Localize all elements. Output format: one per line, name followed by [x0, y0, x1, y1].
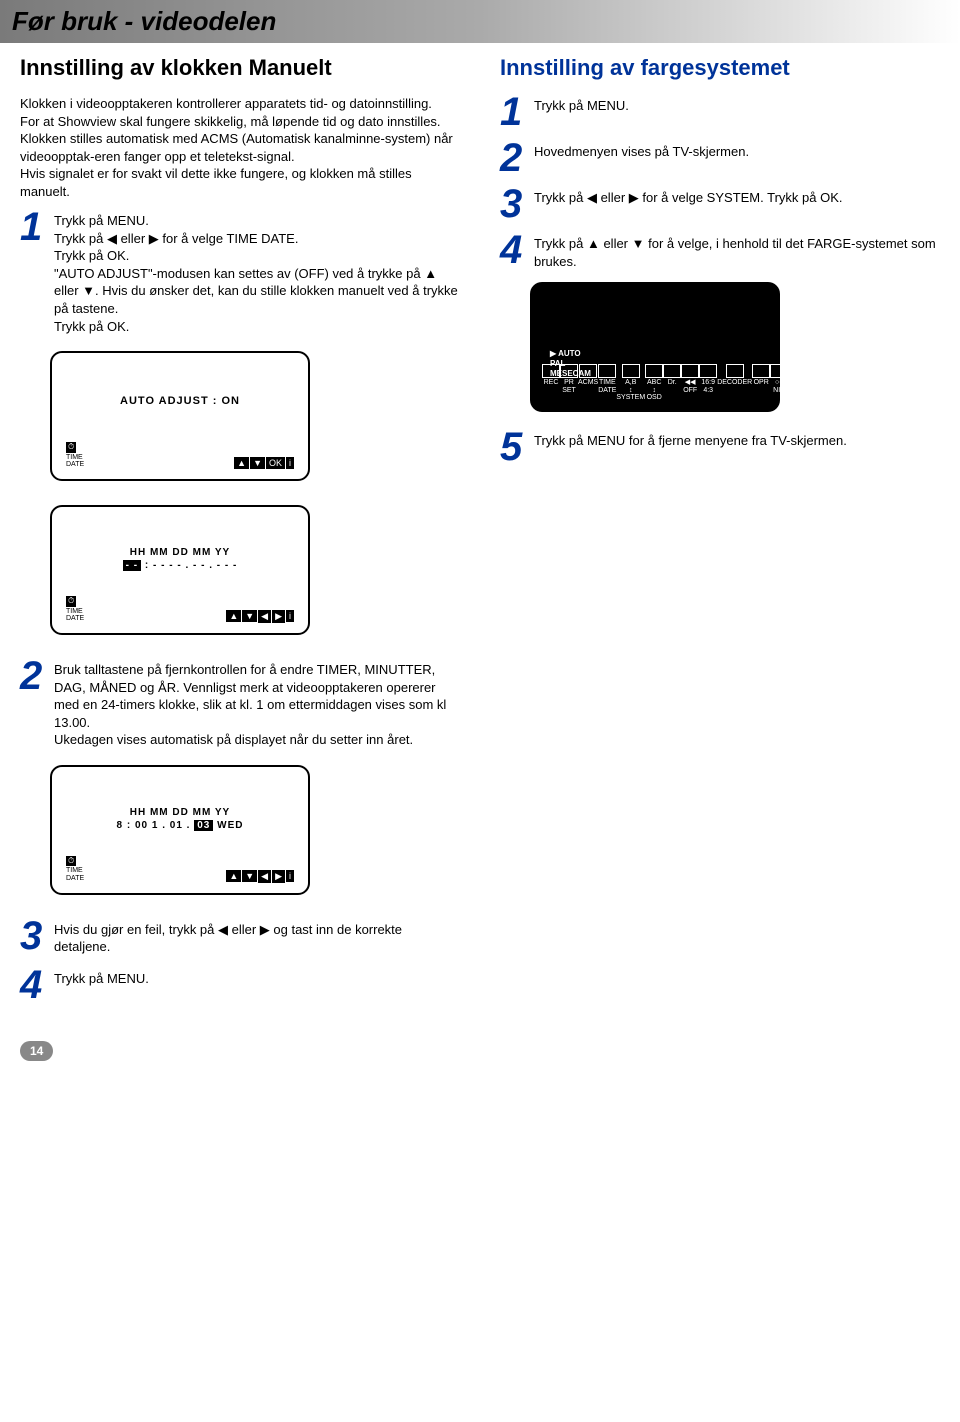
right-step-3: 3 Trykk på ◀ eller ▶ for å velge SYSTEM.…	[500, 187, 940, 221]
date-labels: HH MM DD MM YY	[64, 807, 296, 818]
clock-icon: ⏱	[66, 856, 76, 867]
page-header: Før bruk - videodelen	[12, 6, 948, 37]
right-title: Innstilling av fargesystemet	[500, 55, 940, 81]
step-text: Trykk på MENU. Trykk på ◀ eller ▶ for å …	[54, 210, 460, 335]
time-date-icon: ⏱ TIME DATE	[66, 596, 84, 623]
step-number: 4	[20, 968, 48, 1002]
info-icon: i	[286, 610, 294, 622]
menu-icon-acms: ACMS	[578, 364, 598, 402]
nav-icons: ▲▼◀▶i	[225, 870, 294, 883]
left-icon: ◀	[258, 610, 271, 623]
right-icon: ▶	[272, 610, 285, 623]
date-values: 8 : 00 1 . 01 . 03 WED	[64, 820, 296, 831]
menu-icons: REC PR SET ACMS TIMEDATE A,B↕SYSTEM ABC↕…	[542, 364, 768, 402]
header-bar: Før bruk - videodelen	[0, 0, 960, 43]
menu-icon-rew: ◀◀OFF	[681, 364, 699, 402]
time-date-label: TIME DATE	[66, 454, 84, 469]
step-number: 2	[20, 659, 48, 693]
menu-icon-pset: PR SET	[560, 364, 578, 402]
right-icon: ▶	[272, 870, 285, 883]
right-column: Innstilling av fargesystemet 1 Trykk på …	[500, 55, 940, 659]
menu-icon-nav: ▲▼◀▶ i	[788, 364, 813, 402]
up-icon: ▲	[226, 870, 241, 882]
date-values: - - : - - - - . - - . - - -	[64, 560, 296, 571]
menu-icon-16: 16:94:3	[699, 364, 717, 402]
step-text: Trykk på MENU.	[534, 95, 629, 115]
date-labels: HH MM DD MM YY	[64, 547, 296, 558]
left-step-2: 2 Bruk talltastene på fjernkontrollen fo…	[20, 659, 460, 749]
right-step-2: 2 Hovedmenyen vises på TV-skjermen.	[500, 141, 940, 175]
left-intro: Klokken i videoopptakeren kontrollerer a…	[20, 95, 460, 200]
right-step-4: 4 Trykk på ▲ eller ▼ for å velge, i henh…	[500, 233, 940, 270]
lower-section: 2 Bruk talltastene på fjernkontrollen fo…	[0, 659, 960, 1002]
menu-icon-dec: DECODER	[717, 364, 752, 402]
ok-icon: OK	[266, 457, 285, 469]
content-columns: Innstilling av klokken Manuelt Klokken i…	[0, 55, 960, 659]
down-icon: ▼	[250, 457, 265, 469]
screen-auto-adjust: AUTO ADJUST : ON ⏱ TIME DATE ▲▼OKi	[50, 351, 310, 481]
time-date-label: TIME DATE	[66, 608, 84, 623]
left-column: Innstilling av klokken Manuelt Klokken i…	[20, 55, 460, 659]
info-icon: i	[286, 457, 294, 469]
time-date-icon: ⏱ TIME DATE	[66, 856, 84, 883]
screen-date-set: HH MM DD MM YY 8 : 00 1 . 01 . 03 WED ⏱ …	[50, 765, 310, 895]
menu-icon-dr: Dr.	[663, 364, 681, 402]
screen-text: AUTO ADJUST : ON	[64, 395, 296, 407]
up-icon: ▲	[226, 610, 241, 622]
left-icon: ◀	[258, 870, 271, 883]
page-footer: 14	[20, 1042, 960, 1060]
step-number: 4	[500, 233, 528, 267]
left-title: Innstilling av klokken Manuelt	[20, 55, 460, 81]
step-number: 2	[500, 141, 528, 175]
date-row: HH MM DD MM YY - - : - - - - . - - . - -…	[64, 547, 296, 571]
nav-icons: ▲▼◀▶i	[225, 610, 294, 623]
left-step-4: 4 Trykk på MENU.	[20, 968, 460, 1002]
step-number: 1	[500, 95, 528, 129]
up-icon: ▲	[234, 457, 249, 469]
right-step-1: 1 Trykk på MENU.	[500, 95, 940, 129]
step-text: Hvis du gjør en feil, trykk på ◀ eller ▶…	[54, 919, 460, 956]
menu-icon-abc: ABC↕OSD	[645, 364, 663, 402]
date-row: HH MM DD MM YY 8 : 00 1 . 01 . 03 WED	[64, 807, 296, 831]
time-date-icon: ⏱ TIME DATE	[66, 442, 84, 469]
right-step-5: 5 Trykk på MENU for å fjerne menyene fra…	[500, 430, 940, 464]
time-date-label: TIME DATE	[66, 867, 84, 882]
down-icon: ▼	[242, 870, 257, 882]
step-text: Trykk på MENU.	[54, 968, 149, 988]
menu-icon-opr: OPR	[752, 364, 770, 402]
menu-icon-ab: A,B↕SYSTEM	[616, 364, 645, 402]
menu-icon-time: TIMEDATE	[598, 364, 616, 402]
screen-date-blank: HH MM DD MM YY - - : - - - - . - - . - -…	[50, 505, 310, 635]
sys-opt: ▶ AUTO	[550, 349, 591, 359]
down-icon: ▼	[242, 610, 257, 622]
page-number: 14	[20, 1041, 53, 1061]
step-text: Trykk på ◀ eller ▶ for å velge SYSTEM. T…	[534, 187, 843, 207]
menu-icon-nic: ○○NIC	[770, 364, 788, 402]
info-icon: i	[286, 870, 294, 882]
step-number: 3	[20, 919, 48, 953]
step-text: Trykk på MENU for å fjerne menyene fra T…	[534, 430, 847, 450]
nav-icons: ▲▼OKi	[233, 457, 294, 469]
screen-system: ▶ AUTO PAL MESECAM REC PR SET ACMS TIMED…	[530, 282, 780, 412]
menu-icon-rec: REC	[542, 364, 560, 402]
step-number: 3	[500, 187, 528, 221]
step-text: Bruk talltastene på fjernkontrollen for …	[54, 659, 460, 749]
step-number: 1	[20, 210, 48, 244]
left-step-3: 3 Hvis du gjør en feil, trykk på ◀ eller…	[20, 919, 460, 956]
clock-icon: ⏱	[66, 442, 76, 453]
step-number: 5	[500, 430, 528, 464]
step-text: Hovedmenyen vises på TV-skjermen.	[534, 141, 749, 161]
left-step-1: 1 Trykk på MENU. Trykk på ◀ eller ▶ for …	[20, 210, 460, 335]
clock-icon: ⏱	[66, 596, 76, 607]
step-text: Trykk på ▲ eller ▼ for å velge, i henhol…	[534, 233, 940, 270]
